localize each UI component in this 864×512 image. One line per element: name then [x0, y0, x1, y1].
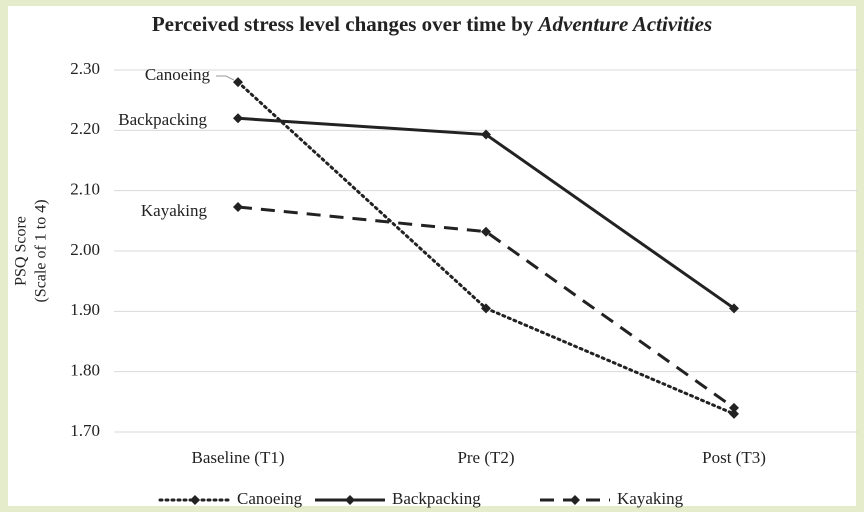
marker — [729, 303, 739, 314]
marker — [233, 201, 243, 212]
title-main: Perceived stress level changes over time… — [152, 12, 534, 36]
marker — [233, 77, 243, 88]
series-label: Backpacking — [118, 110, 207, 129]
x-tick-label: Post (T3) — [702, 448, 766, 467]
chart-title: Perceived stress level changes over time… — [152, 12, 712, 36]
marker — [481, 303, 491, 314]
legend-marker — [345, 495, 355, 505]
y-tick-label: 2.00 — [70, 240, 100, 259]
marker — [729, 408, 739, 419]
marker — [729, 402, 739, 413]
legend-marker — [570, 495, 580, 505]
legend-label: Kayaking — [617, 489, 684, 508]
legend-label: Backpacking — [392, 489, 481, 508]
y-tick-label: 2.30 — [70, 59, 100, 78]
y-tick-label: 2.10 — [70, 180, 100, 199]
marker — [481, 226, 491, 237]
y-axis-sublabel: (Scale of 1 to 4) — [33, 199, 50, 302]
y-tick-label: 1.80 — [70, 361, 100, 380]
y-axis-label: PSQ Score — [13, 216, 30, 286]
title-emphasis: Adventure Activities — [537, 12, 713, 36]
x-tick-label: Baseline (T1) — [192, 448, 285, 467]
series-label: Kayaking — [141, 201, 208, 220]
series-label: Canoeing — [145, 65, 211, 84]
y-tick-label: 1.70 — [70, 421, 100, 440]
x-tick-label: Pre (T2) — [457, 448, 514, 467]
panel — [8, 6, 856, 506]
marker — [481, 129, 491, 140]
legend-label: Canoeing — [237, 489, 303, 508]
legend-marker — [190, 495, 200, 505]
y-tick-label: 2.20 — [70, 119, 100, 138]
marker — [233, 113, 243, 124]
y-tick-label: 1.90 — [70, 300, 100, 319]
leader-line — [216, 75, 235, 81]
